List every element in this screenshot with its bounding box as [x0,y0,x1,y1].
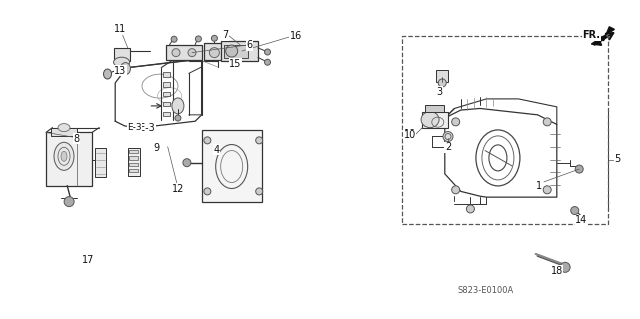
Ellipse shape [54,142,74,170]
Circle shape [188,48,196,57]
Circle shape [211,35,218,41]
Text: 4: 4 [213,145,220,155]
Text: 17: 17 [82,255,95,265]
Circle shape [172,48,180,57]
Bar [129,150,138,153]
Ellipse shape [114,57,129,67]
Circle shape [195,36,202,42]
Text: 3: 3 [436,87,442,97]
Circle shape [264,59,271,65]
Bar [402,36,608,224]
Bar [129,163,138,166]
Circle shape [452,186,460,194]
Text: 5: 5 [614,154,621,165]
Circle shape [64,197,74,207]
Text: 9: 9 [154,143,160,153]
Ellipse shape [421,112,439,128]
Circle shape [543,118,551,126]
Bar [163,112,170,116]
Bar [129,169,138,172]
Bar [422,112,448,128]
Circle shape [171,36,177,42]
Text: 7: 7 [222,30,228,40]
Bar [436,70,448,82]
Text: 2: 2 [445,142,451,152]
Text: 16: 16 [289,31,302,41]
Text: 10: 10 [403,130,416,140]
Circle shape [443,131,453,142]
Text: E-3: E-3 [127,123,141,132]
Circle shape [225,48,233,57]
Circle shape [438,79,446,87]
Bar [202,130,262,202]
Text: E-3: E-3 [140,123,155,133]
Text: 12: 12 [172,184,184,194]
Circle shape [575,165,583,173]
Circle shape [175,115,181,121]
Text: S823-E0100A: S823-E0100A [458,286,514,295]
Bar [221,41,258,61]
Bar [114,48,130,61]
Text: 2: 2 [445,142,451,152]
Bar [163,82,170,86]
Circle shape [204,137,211,144]
Text: 2: 2 [445,142,451,152]
Text: 8: 8 [74,134,80,144]
Text: 10: 10 [403,129,416,139]
Text: 1: 1 [536,181,542,191]
Text: FR.: FR. [582,30,600,40]
Text: 14: 14 [575,215,588,225]
Circle shape [226,45,237,57]
Circle shape [452,118,460,126]
Text: 3: 3 [436,87,442,97]
Text: 4: 4 [213,145,220,155]
Circle shape [571,206,579,215]
Text: 6: 6 [246,40,253,50]
Bar [46,132,92,186]
Text: 18: 18 [550,265,563,276]
Circle shape [209,48,220,58]
Bar [163,102,170,107]
Bar [166,45,202,60]
Circle shape [264,49,271,55]
Ellipse shape [61,151,67,161]
Bar [425,105,444,112]
Ellipse shape [172,98,184,114]
Bar [129,156,138,160]
Bar [163,72,170,77]
Text: 11: 11 [114,24,127,34]
Circle shape [467,205,474,213]
Circle shape [256,188,262,195]
Circle shape [204,188,211,195]
Text: 15: 15 [229,59,242,69]
Bar [128,148,140,176]
Bar [163,92,170,96]
Ellipse shape [120,63,131,75]
Ellipse shape [104,69,111,79]
Circle shape [560,262,570,272]
Ellipse shape [58,123,70,132]
Circle shape [543,186,551,194]
Text: 13: 13 [114,66,127,76]
Bar [204,43,242,60]
Bar [95,148,106,177]
Text: 1: 1 [536,181,542,191]
Circle shape [183,159,191,167]
Polygon shape [591,27,614,45]
Bar [224,45,248,58]
Circle shape [256,137,262,144]
Bar [51,128,77,136]
